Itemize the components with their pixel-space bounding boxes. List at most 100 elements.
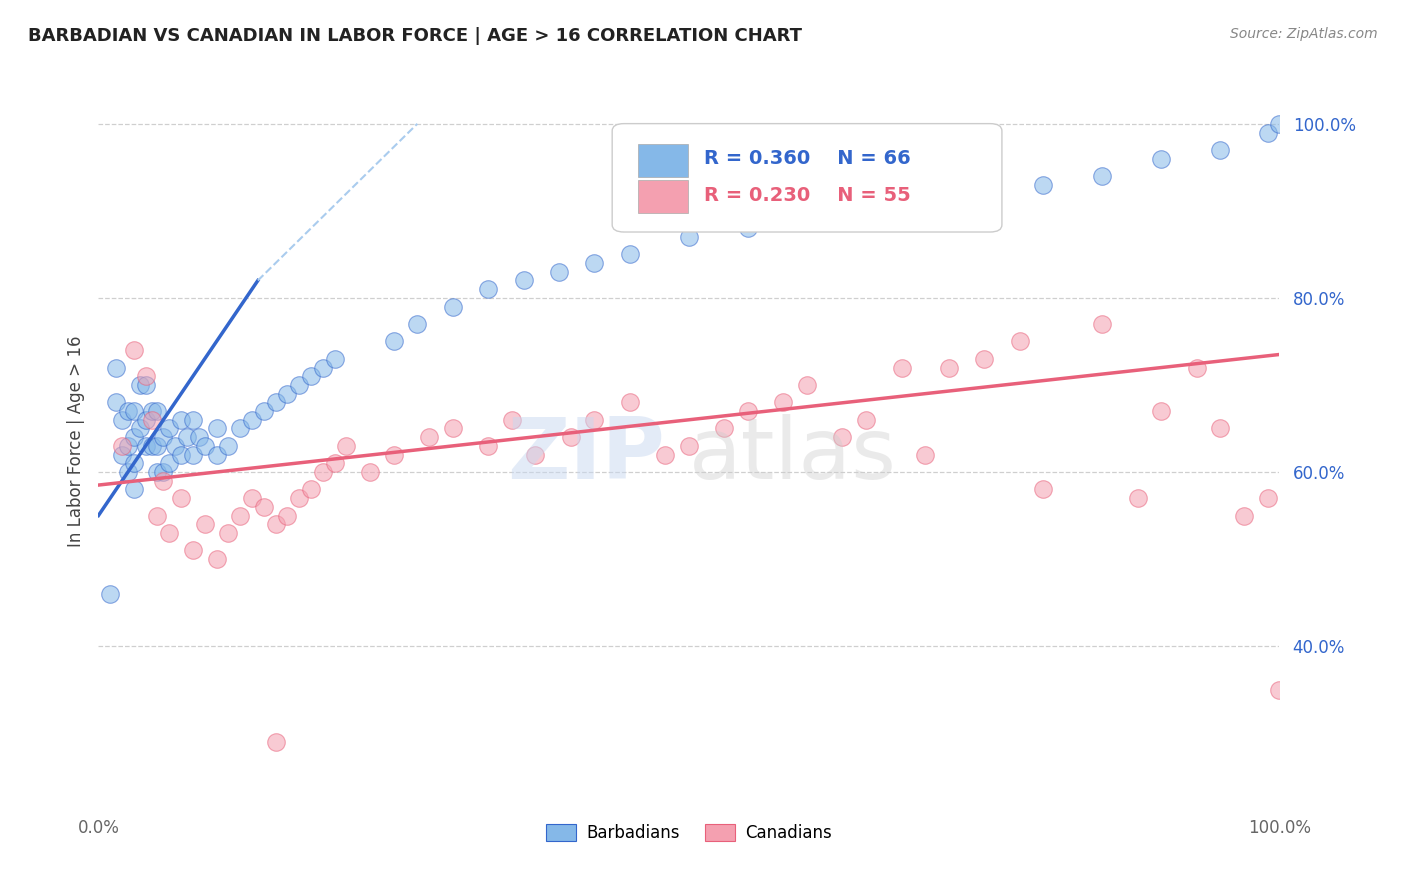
Point [312, 360, 335, 375]
Point [619, 395, 641, 409]
Point [501, 413, 523, 427]
Point [157, 421, 180, 435]
Point [914, 448, 936, 462]
Point [276, 386, 298, 401]
Point [323, 456, 346, 470]
Point [135, 413, 157, 427]
Point [1257, 491, 1279, 505]
Point [406, 317, 429, 331]
Point [205, 448, 228, 462]
Point [737, 221, 759, 235]
Point [1209, 143, 1232, 157]
Point [117, 465, 139, 479]
Point [299, 369, 322, 384]
Point [323, 351, 346, 366]
Point [128, 421, 150, 435]
Point [111, 413, 134, 427]
Point [524, 448, 547, 462]
Point [152, 465, 174, 479]
Point [187, 430, 209, 444]
Point [276, 508, 298, 523]
Point [359, 465, 381, 479]
Point [560, 430, 582, 444]
Point [288, 491, 311, 505]
Point [264, 517, 287, 532]
Point [855, 413, 877, 427]
Point [217, 525, 239, 540]
Text: R = 0.230    N = 55: R = 0.230 N = 55 [704, 186, 911, 205]
Point [98, 587, 121, 601]
Point [105, 360, 128, 375]
Point [146, 465, 169, 479]
Point [1233, 508, 1256, 523]
Point [122, 483, 145, 497]
Point [938, 360, 960, 375]
Point [1091, 169, 1114, 183]
Point [1209, 421, 1232, 435]
Point [111, 439, 134, 453]
Point [253, 500, 276, 514]
Point [157, 525, 180, 540]
Point [914, 195, 936, 210]
Point [299, 483, 322, 497]
Point [1032, 483, 1054, 497]
Y-axis label: In Labor Force | Age > 16: In Labor Force | Age > 16 [66, 335, 84, 548]
Point [117, 439, 139, 453]
Point [157, 456, 180, 470]
Point [583, 256, 606, 270]
Point [205, 421, 228, 435]
Point [1150, 152, 1173, 166]
Text: Source: ZipAtlas.com: Source: ZipAtlas.com [1230, 27, 1378, 41]
Point [146, 404, 169, 418]
Point [477, 282, 499, 296]
Point [128, 378, 150, 392]
Point [512, 273, 534, 287]
Point [122, 456, 145, 470]
FancyBboxPatch shape [638, 144, 688, 178]
Point [264, 735, 287, 749]
Point [170, 413, 193, 427]
Point [654, 448, 676, 462]
Point [1008, 334, 1031, 349]
Point [253, 404, 276, 418]
Point [796, 212, 818, 227]
Point [1032, 178, 1054, 192]
Point [135, 378, 157, 392]
Point [105, 395, 128, 409]
Point [135, 369, 157, 384]
Point [441, 421, 464, 435]
Point [122, 404, 145, 418]
Point [1257, 126, 1279, 140]
Point [152, 430, 174, 444]
Point [1126, 491, 1149, 505]
Point [796, 378, 818, 392]
Point [1185, 360, 1208, 375]
Point [240, 491, 263, 505]
Point [312, 465, 335, 479]
Point [1091, 317, 1114, 331]
Text: atlas: atlas [689, 415, 897, 498]
Point [141, 413, 163, 427]
Point [678, 439, 700, 453]
Point [855, 203, 877, 218]
Point [176, 430, 198, 444]
Point [1268, 682, 1291, 697]
Point [583, 413, 606, 427]
Point [217, 439, 239, 453]
Point [170, 448, 193, 462]
Point [111, 448, 134, 462]
Point [288, 378, 311, 392]
Point [890, 360, 912, 375]
Point [1150, 404, 1173, 418]
Point [382, 334, 405, 349]
Point [229, 508, 252, 523]
Point [335, 439, 357, 453]
Point [772, 395, 794, 409]
Point [194, 517, 217, 532]
Point [619, 247, 641, 261]
Point [973, 351, 995, 366]
Point [194, 439, 217, 453]
Point [678, 230, 700, 244]
Point [441, 300, 464, 314]
Point [141, 404, 163, 418]
